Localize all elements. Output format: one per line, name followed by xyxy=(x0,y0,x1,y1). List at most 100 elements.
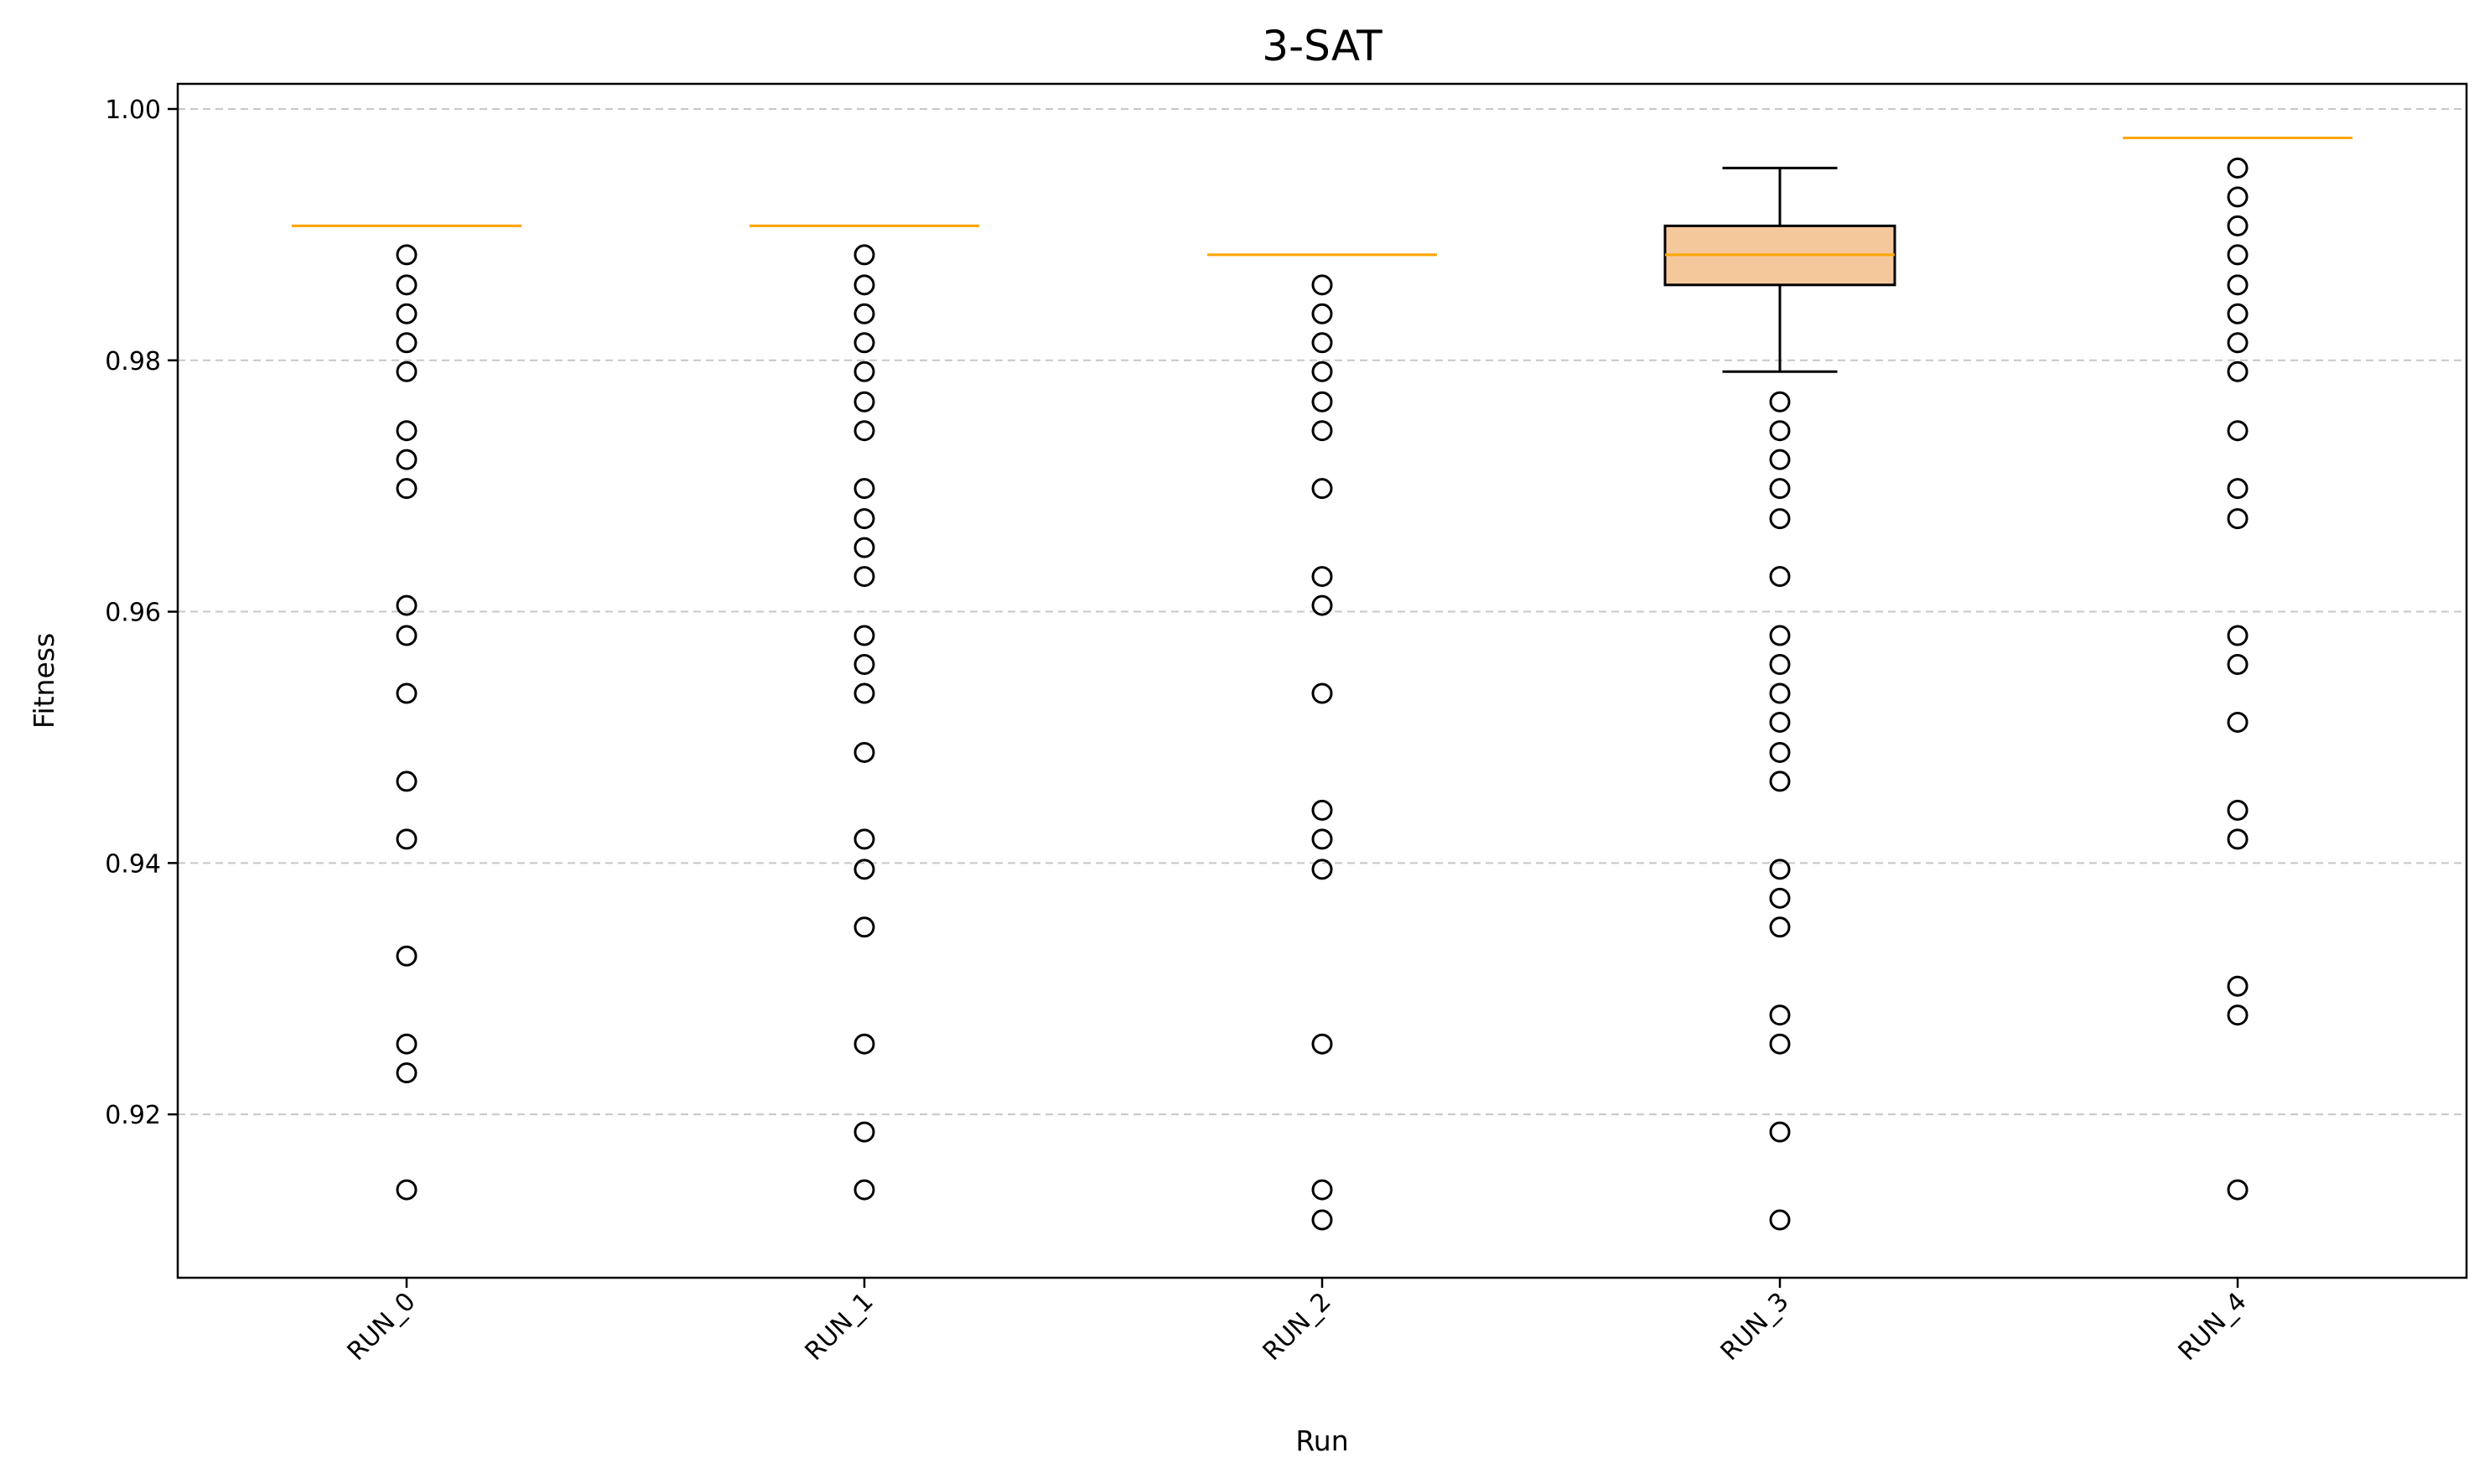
outlier-point xyxy=(396,625,418,646)
outlier-point xyxy=(2227,361,2249,382)
outlier-point xyxy=(853,478,875,500)
outlier-point xyxy=(1311,478,1333,500)
outlier-point xyxy=(853,420,875,442)
outlier-point xyxy=(853,537,875,558)
outlier-point xyxy=(1769,478,1791,500)
outlier-point xyxy=(396,361,418,382)
outlier-point xyxy=(1769,1121,1791,1143)
outlier-point xyxy=(853,741,875,763)
outlier-point xyxy=(1769,771,1791,792)
x-tick-label: RUN_3 xyxy=(1715,1287,1795,1367)
outlier-point xyxy=(853,361,875,382)
outlier-point xyxy=(2227,332,2249,354)
outlier-point xyxy=(1769,711,1791,733)
grid-lines xyxy=(178,107,2467,1116)
outlier-point xyxy=(396,594,418,616)
outlier-point xyxy=(1311,594,1333,616)
x-tick-label: RUN_2 xyxy=(1258,1287,1337,1367)
outlier-point xyxy=(396,682,418,704)
outlier-point xyxy=(2227,1004,2249,1026)
outlier-point xyxy=(1769,449,1791,470)
outlier-point xyxy=(396,420,418,442)
outlier-point xyxy=(853,274,875,296)
outlier-point xyxy=(853,332,875,354)
outlier-point xyxy=(396,332,418,354)
outlier-point xyxy=(1311,799,1333,821)
outlier-point xyxy=(1769,916,1791,938)
outlier-point xyxy=(396,771,418,792)
y-tick-label: 0.92 xyxy=(105,1101,161,1130)
outlier-point xyxy=(2227,420,2249,442)
outlier-point xyxy=(1311,1209,1333,1231)
outlier-point xyxy=(1769,1209,1791,1231)
outlier-point xyxy=(853,625,875,646)
outlier-point xyxy=(396,1179,418,1201)
x-tick-label: RUN_0 xyxy=(342,1287,422,1367)
outlier-point xyxy=(396,1062,418,1084)
outlier-point xyxy=(1311,1179,1333,1201)
chart-title: 3-SAT xyxy=(1262,22,1382,70)
outlier-point xyxy=(2227,1179,2249,1201)
x-tick-label: RUN_1 xyxy=(800,1287,879,1367)
outlier-point xyxy=(396,244,418,266)
outlier-point xyxy=(2227,303,2249,324)
outlier-point xyxy=(2227,625,2249,646)
box-run-2 xyxy=(1207,253,1437,1231)
outlier-point xyxy=(2227,799,2249,821)
outlier-point xyxy=(2227,157,2249,179)
y-tick-label: 0.94 xyxy=(105,849,161,879)
outlier-point xyxy=(1311,682,1333,704)
outlier-point xyxy=(396,303,418,324)
outlier-point xyxy=(396,828,418,850)
outlier-point xyxy=(853,391,875,413)
outlier-point xyxy=(1311,391,1333,413)
outlier-point xyxy=(1769,566,1791,588)
outlier-point xyxy=(1769,887,1791,909)
box-run-0 xyxy=(292,224,521,1201)
y-axis: 0.92 0.94 0.96 0.98 1.00 xyxy=(105,96,178,1130)
outlier-point xyxy=(1311,828,1333,850)
outlier-point xyxy=(1769,625,1791,646)
outlier-point xyxy=(396,945,418,967)
outlier-point xyxy=(396,274,418,296)
outlier-point xyxy=(2227,215,2249,236)
outlier-point xyxy=(2227,508,2249,530)
outlier-point xyxy=(2227,654,2249,676)
box-run-3 xyxy=(1663,166,1896,1231)
outlier-point xyxy=(1311,361,1333,382)
outlier-point xyxy=(853,1033,875,1055)
outlier-point xyxy=(1769,741,1791,763)
box-run-4 xyxy=(2123,136,2353,1201)
y-tick-label: 1.00 xyxy=(105,96,161,125)
plot-frame xyxy=(176,82,2468,1279)
outlier-point xyxy=(1769,508,1791,530)
outlier-point xyxy=(1311,420,1333,442)
outlier-point xyxy=(1769,1004,1791,1026)
outlier-point xyxy=(1769,391,1791,413)
outlier-point xyxy=(2227,274,2249,296)
outlier-point xyxy=(853,859,875,880)
outlier-point xyxy=(1769,682,1791,704)
x-tick-label: RUN_4 xyxy=(2173,1287,2253,1367)
outlier-point xyxy=(1311,859,1333,880)
outlier-point xyxy=(2227,186,2249,208)
outlier-point xyxy=(853,1179,875,1201)
outlier-point xyxy=(1769,654,1791,676)
outlier-point xyxy=(1769,420,1791,442)
outlier-point xyxy=(1311,303,1333,324)
outlier-point xyxy=(853,654,875,676)
outlier-point xyxy=(2227,828,2249,850)
outlier-point xyxy=(853,566,875,588)
x-axis: RUN_0 RUN_1 RUN_2 RUN_3 RUN_4 xyxy=(342,1278,2253,1367)
outlier-point xyxy=(2227,975,2249,997)
boxes xyxy=(292,136,2353,1231)
outlier-point xyxy=(1311,332,1333,354)
y-axis-label: Fitness xyxy=(28,633,60,729)
outlier-point xyxy=(2227,478,2249,500)
box-run-1 xyxy=(750,224,979,1201)
outlier-point xyxy=(853,828,875,850)
y-tick-label: 0.96 xyxy=(105,599,161,628)
outlier-point xyxy=(1311,566,1333,588)
outlier-point xyxy=(853,303,875,324)
